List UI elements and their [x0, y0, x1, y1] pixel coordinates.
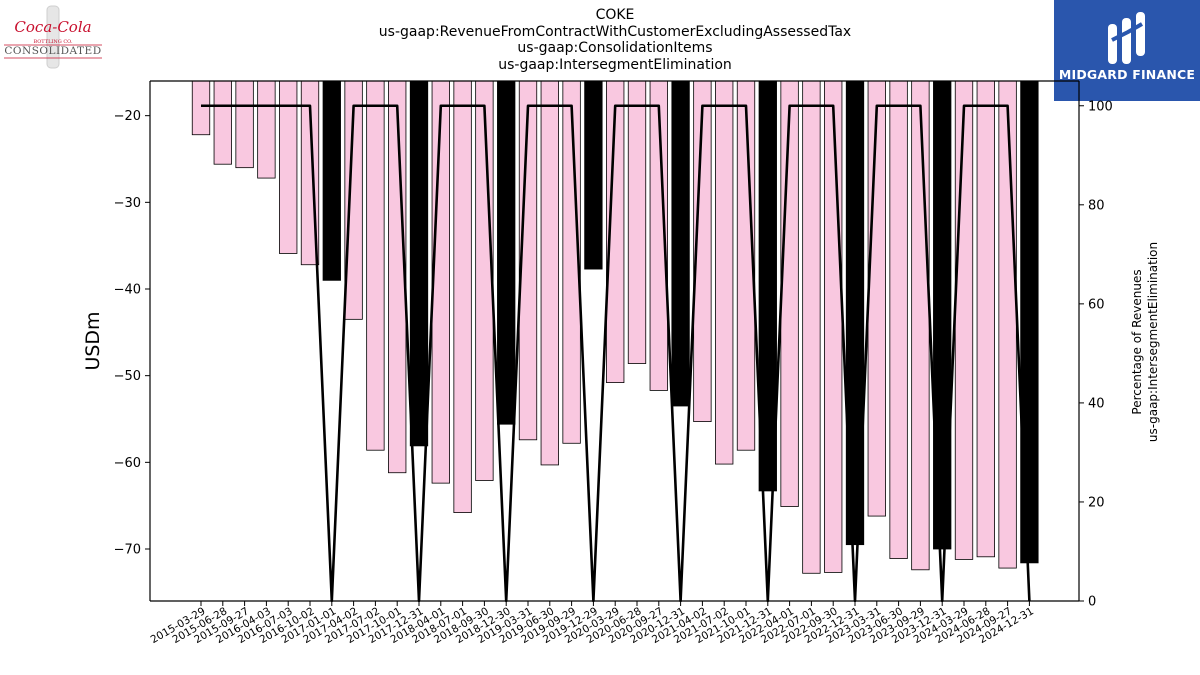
- bar: [453, 80, 472, 514]
- bar: [954, 80, 974, 560]
- line-layer: [201, 104, 1031, 603]
- bar: [780, 80, 799, 507]
- y2-axis-label-line2: us-gaap:IntersegmentElimination: [1146, 242, 1160, 442]
- y2-tick-label: 20: [1088, 495, 1105, 510]
- bar: [758, 80, 777, 492]
- y2-tick-label: 100: [1088, 99, 1113, 114]
- bar: [409, 80, 429, 447]
- coca-cola-logo-graphic: Coca-Cola BOTTLING CO. CONSOLIDATED: [4, 5, 102, 69]
- percentage-line: [201, 104, 1031, 603]
- chart-title-concept: us-gaap:RevenueFromContractWithCustomerE…: [378, 23, 852, 40]
- bar: [213, 80, 232, 165]
- y2-tick-label: 0: [1088, 595, 1096, 610]
- chart-title-member: us-gaap:IntersegmentElimination: [498, 56, 732, 73]
- bar: [235, 80, 254, 169]
- bar: [671, 80, 690, 407]
- y-tick-label: −70: [114, 543, 141, 558]
- axes-layer: −20−30−40−50−60−700204060801002015-03-29…: [82, 80, 1160, 646]
- y-tick-label: −30: [114, 196, 141, 211]
- y2-tick-label: 40: [1088, 396, 1105, 411]
- bar: [540, 80, 559, 466]
- bar: [998, 80, 1017, 569]
- midgard-finance-logo: MIDGARD FINANCE: [1054, 0, 1200, 101]
- bar: [584, 80, 603, 270]
- bar: [431, 80, 450, 484]
- bar: [366, 80, 385, 451]
- bar: [824, 80, 843, 573]
- bar: [867, 80, 886, 517]
- coca-cola-consolidated-logo: Coca-Cola BOTTLING CO. CONSOLIDATED: [2, 4, 104, 70]
- y-axis-label: USDm: [82, 311, 104, 370]
- bar: [191, 80, 211, 136]
- bar: [322, 80, 341, 281]
- bar: [889, 80, 908, 559]
- chart-title-ticker: COKE: [595, 7, 635, 23]
- y-tick-label: −50: [114, 369, 141, 384]
- bar: [911, 80, 930, 571]
- y-tick-label: −40: [114, 283, 141, 298]
- y2-axis-label-line1: Percentage of Revenues: [1130, 269, 1144, 414]
- y-tick-label: −20: [114, 109, 141, 124]
- chart-title-axis: us-gaap:ConsolidationItems: [517, 40, 713, 56]
- coke-wordmark: CONSOLIDATED: [4, 45, 101, 57]
- bar: [627, 80, 647, 364]
- bar: [388, 80, 407, 474]
- y-tick-label: −60: [114, 456, 141, 471]
- coke-subtext: BOTTLING CO.: [33, 39, 73, 45]
- bar: [475, 80, 494, 481]
- y2-tick-label: 60: [1088, 297, 1105, 312]
- y2-tick-label: 80: [1088, 198, 1105, 213]
- bar: [976, 80, 995, 558]
- bar: [497, 80, 516, 425]
- chart-title: COKE us-gaap:RevenueFromContractWithCust…: [315, 7, 915, 73]
- midgard-mark-icon: [1108, 12, 1145, 64]
- coke-script-text: Coca-Cola: [14, 18, 91, 36]
- bar: [257, 80, 276, 179]
- bar: [802, 80, 821, 574]
- bar: [715, 80, 734, 465]
- midgard-finance-wordmark: MIDGARD FINANCE: [1058, 67, 1196, 82]
